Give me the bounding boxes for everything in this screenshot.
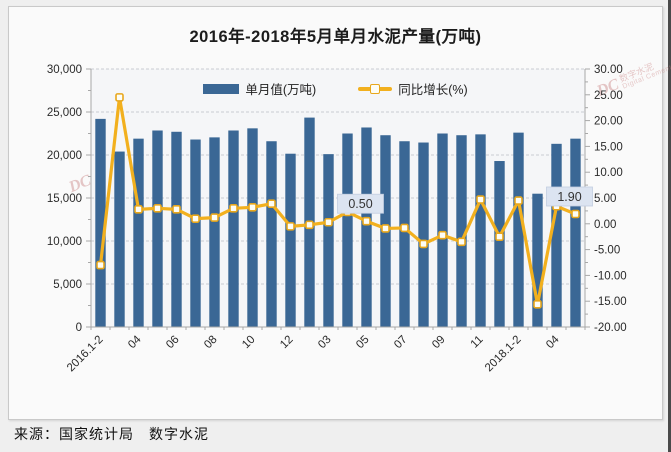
- bar: [399, 141, 410, 327]
- left-axis-label: 10,000: [47, 236, 82, 248]
- bar-swatch-icon: [203, 83, 240, 94]
- bar: [475, 134, 486, 327]
- line-marker: [210, 213, 219, 222]
- line-marker: [96, 260, 105, 270]
- line-marker: [419, 239, 428, 249]
- right-axis-label: 10.00: [594, 167, 623, 179]
- bar: [285, 153, 296, 327]
- line-marker: [324, 217, 333, 227]
- bar: [114, 151, 125, 327]
- line-marker: [305, 220, 314, 230]
- annotation-box: [546, 186, 593, 207]
- bar: [152, 130, 163, 327]
- left-axis-label: 5,000: [53, 279, 82, 291]
- annotation-box: [337, 193, 384, 214]
- x-axis-label: 03: [316, 334, 334, 352]
- bar: [209, 137, 220, 327]
- right-axis-label: 15.00: [594, 141, 623, 153]
- line-marker: [172, 205, 181, 214]
- x-axis-label: 07: [392, 334, 410, 352]
- bar: [551, 143, 562, 327]
- line-marker: [229, 204, 238, 213]
- right-axis-label: -15.00: [594, 296, 627, 308]
- left-axis-label: 15,000: [47, 193, 82, 205]
- line-marker: [514, 196, 523, 205]
- chart-title: 2016年-2018年5月单月水泥产量(万吨): [189, 28, 482, 46]
- legend: 单月值(万吨) 同比增长(%): [9, 79, 662, 98]
- line-marker: [134, 205, 143, 214]
- line-marker: [248, 202, 257, 212]
- x-axis-label: 05: [354, 334, 372, 352]
- bar: [418, 142, 429, 327]
- x-axis-label: 10: [240, 334, 258, 352]
- line-swatch-icon: [358, 83, 393, 94]
- right-axis-label: 0.00: [594, 219, 616, 231]
- bar: [171, 131, 182, 327]
- x-axis-label: 12: [278, 334, 296, 352]
- right-axis-label: -20.00: [594, 322, 627, 334]
- x-axis-label: 04: [544, 333, 562, 351]
- line-marker: [267, 199, 276, 208]
- x-axis-label: 2016.1-2: [65, 334, 106, 375]
- bar: [342, 133, 353, 327]
- annotation-label: 1.90: [557, 190, 581, 204]
- line-marker: [153, 204, 162, 213]
- bar: [247, 128, 258, 327]
- right-axis-label: -10.00: [594, 270, 627, 282]
- bar: [228, 130, 239, 327]
- bar: [133, 138, 144, 327]
- right-axis-label: -5.00: [594, 245, 620, 257]
- bar: [323, 154, 334, 327]
- line-marker: [457, 237, 466, 247]
- line-marker: [495, 232, 504, 241]
- line-marker: [476, 195, 485, 204]
- x-axis-label: 2018.1-2: [483, 334, 524, 375]
- left-axis-label: 0: [76, 322, 82, 334]
- legend-label-monthly-value: 单月值(万吨): [245, 83, 317, 97]
- x-axis-label: 06: [164, 334, 182, 352]
- line-marker: [438, 230, 447, 240]
- line-marker: [191, 214, 200, 223]
- line-marker: [571, 209, 580, 219]
- cement-production-chart: 0 5,000 10,000 15,000 20,000 25,000 30,000 -20.…: [47, 64, 627, 375]
- bar: [361, 127, 372, 327]
- window-edge: [668, 0, 671, 452]
- right-axis-label: 25.00: [594, 90, 623, 102]
- right-axis-label: 20.00: [594, 116, 623, 128]
- bar: [532, 193, 543, 327]
- x-axis-label: 09: [430, 334, 448, 352]
- legend-item-yoy-growth: 同比增长(%): [358, 79, 468, 98]
- left-axis-label: 20,000: [47, 150, 82, 162]
- annotation-label: 0.50: [348, 197, 372, 211]
- source-caption: 来源：国家统计局 数字水泥: [14, 428, 209, 443]
- left-axis-label: 30,000: [47, 64, 82, 76]
- bar: [513, 132, 524, 327]
- line-marker: [400, 223, 409, 233]
- bar: [437, 133, 448, 327]
- legend-label-yoy-growth: 同比增长(%): [398, 83, 468, 97]
- right-axis-label: 5.00: [594, 193, 616, 205]
- right-axis-label: 30.00: [594, 64, 623, 76]
- chart-panel: 2016年-2018年5月单月水泥产量(万吨) 单月值(万吨) 同比增长(%) …: [8, 6, 671, 420]
- bar: [266, 141, 277, 327]
- bar: [190, 139, 201, 327]
- line-marker: [115, 93, 124, 102]
- bar: [95, 118, 106, 327]
- left-axis-label: 25,000: [47, 107, 82, 119]
- legend-item-monthly-value: 单月值(万吨): [203, 79, 316, 98]
- line-marker: [286, 222, 295, 231]
- bar: [494, 161, 505, 327]
- bar: [456, 135, 467, 327]
- x-axis-label: 04: [126, 333, 144, 351]
- line-marker: [533, 299, 542, 309]
- line-marker: [362, 216, 371, 226]
- bar: [570, 138, 581, 327]
- x-axis-label: 11: [469, 334, 486, 351]
- line-marker: [381, 224, 390, 233]
- x-axis-label: 08: [202, 334, 220, 352]
